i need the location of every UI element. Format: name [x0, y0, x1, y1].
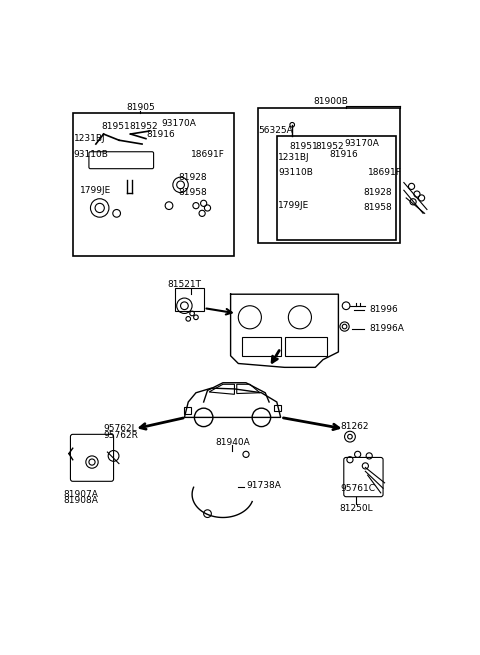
- Text: 18691F: 18691F: [368, 168, 402, 177]
- Text: 56325A: 56325A: [258, 126, 293, 136]
- Text: 81916: 81916: [146, 130, 175, 139]
- Text: 95762L: 95762L: [104, 424, 137, 434]
- Bar: [275, 405, 281, 411]
- Bar: [285, 337, 327, 356]
- Text: 95762R: 95762R: [104, 430, 138, 440]
- Text: 81928: 81928: [178, 173, 207, 181]
- Text: 81250L: 81250L: [339, 504, 373, 513]
- Text: 81908A: 81908A: [63, 496, 98, 505]
- Text: 93110B: 93110B: [278, 168, 313, 177]
- Text: 81900B: 81900B: [313, 97, 348, 106]
- Text: 95761C: 95761C: [341, 484, 376, 493]
- Bar: [175, 288, 204, 311]
- Text: 18691F: 18691F: [191, 149, 225, 159]
- Text: 81996: 81996: [369, 305, 398, 314]
- Text: 91738A: 91738A: [246, 481, 281, 490]
- Text: 81907A: 81907A: [63, 490, 98, 499]
- Bar: [73, 113, 234, 255]
- Text: 93170A: 93170A: [345, 139, 379, 148]
- Text: 81952: 81952: [129, 122, 157, 131]
- Text: 81262: 81262: [341, 422, 369, 431]
- Text: 1231BJ: 1231BJ: [278, 153, 310, 162]
- Text: 93170A: 93170A: [161, 119, 196, 128]
- Bar: [277, 136, 396, 240]
- Text: 81958: 81958: [363, 204, 392, 212]
- Text: 81958: 81958: [178, 188, 207, 197]
- Text: 1231BJ: 1231BJ: [73, 134, 105, 143]
- Bar: [242, 337, 281, 356]
- Text: 81952: 81952: [315, 142, 344, 151]
- Text: 81996A: 81996A: [369, 324, 404, 333]
- Text: 1799JE: 1799JE: [81, 186, 112, 195]
- Bar: [258, 108, 400, 242]
- Text: 81916: 81916: [329, 149, 358, 159]
- Text: 81928: 81928: [363, 188, 392, 197]
- Text: 81905: 81905: [127, 103, 156, 113]
- Text: 81940A: 81940A: [215, 438, 250, 447]
- Bar: [184, 407, 191, 413]
- Text: 81951: 81951: [101, 122, 130, 131]
- Text: 81951: 81951: [289, 142, 318, 151]
- Text: 1799JE: 1799JE: [278, 201, 310, 210]
- Text: 93110B: 93110B: [73, 149, 108, 159]
- Text: 81521T: 81521T: [168, 280, 202, 290]
